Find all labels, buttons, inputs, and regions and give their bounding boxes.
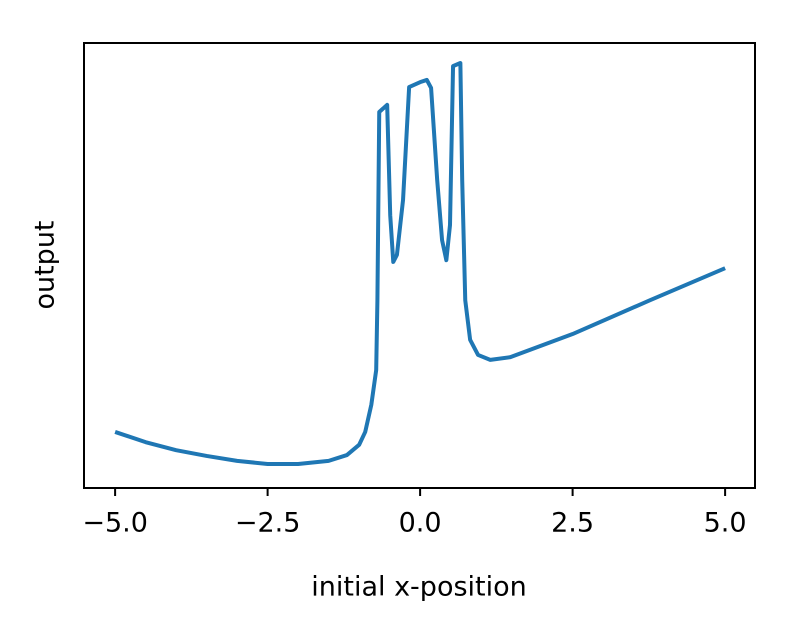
x-tick-label: −5.0 [82,508,148,539]
x-tick-label: 5.0 [704,508,747,539]
data-line [114,61,726,466]
x-tick-label: −2.5 [235,508,301,539]
x-axis-label: initial x-position [311,572,527,603]
y-axis-label: output [30,220,61,309]
x-tick-label: 0.0 [399,508,442,539]
axes-frame [83,42,756,489]
x-tick-label: 2.5 [551,508,594,539]
